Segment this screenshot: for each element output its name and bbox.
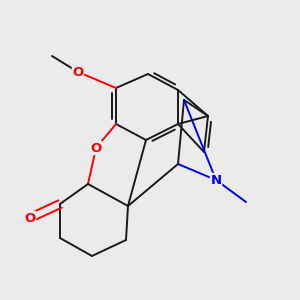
Text: O: O [72, 65, 84, 79]
Text: O: O [24, 212, 36, 224]
Text: O: O [90, 142, 102, 154]
Text: N: N [210, 173, 222, 187]
